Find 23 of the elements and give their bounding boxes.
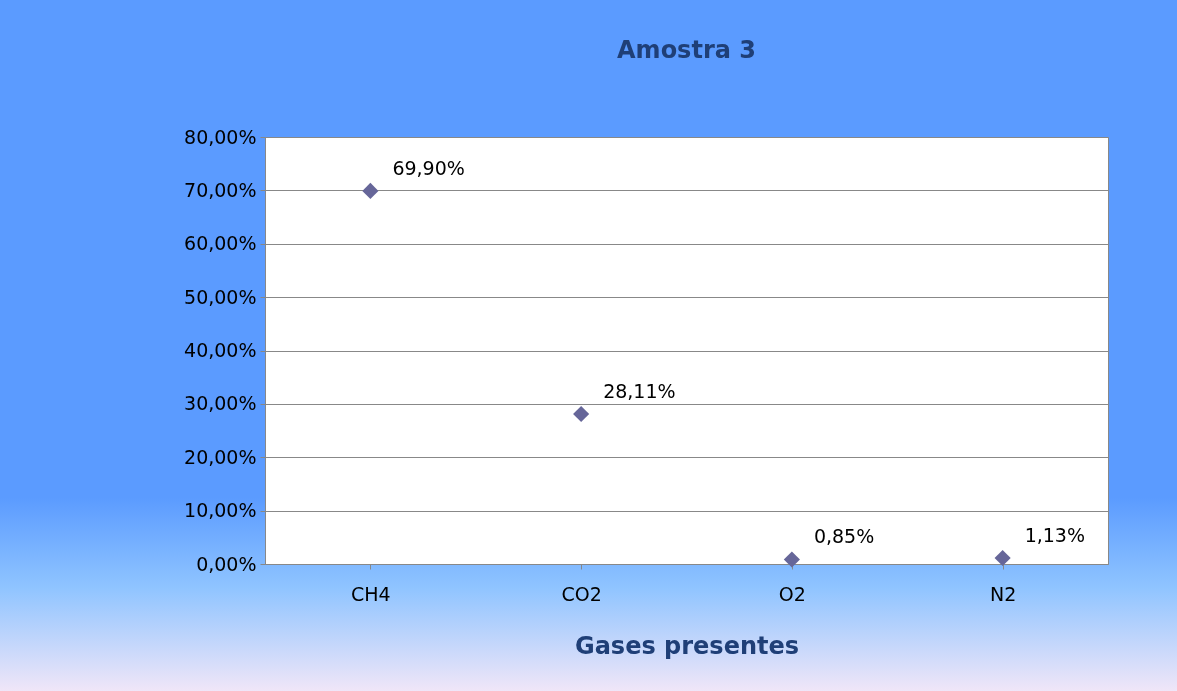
point: [573, 405, 590, 423]
x-axis-title: Gases presentes: [574, 631, 800, 660]
data-label: 0,85%: [813, 525, 875, 548]
y-tick-label: 0,00%: [196, 552, 257, 575]
y-tick-label: 70,00%: [184, 178, 257, 201]
y-tick-label: 10,00%: [184, 499, 257, 522]
point: [362, 182, 379, 199]
x-tick-label: CO2: [561, 582, 602, 605]
data-label: 69,90%: [392, 156, 465, 179]
x-tick-label: CH4: [351, 582, 391, 605]
y-tick-label: 60,00%: [184, 232, 257, 255]
point: [783, 551, 800, 568]
chart-title: Amostra 3: [617, 36, 756, 64]
data-label: 1,13%: [1024, 523, 1085, 546]
x-tick-label: O2: [778, 582, 806, 605]
point: [994, 549, 1011, 567]
data-label: 28,11%: [603, 379, 676, 402]
y-tick-label: 50,00%: [184, 285, 257, 308]
y-tick-label: 80,00%: [184, 125, 257, 148]
y-tick-label: 40,00%: [184, 339, 257, 361]
x-tick-label: N2: [989, 582, 1017, 605]
y-tick-label: 20,00%: [184, 445, 257, 468]
y-tick-label: 30,00%: [184, 392, 257, 415]
